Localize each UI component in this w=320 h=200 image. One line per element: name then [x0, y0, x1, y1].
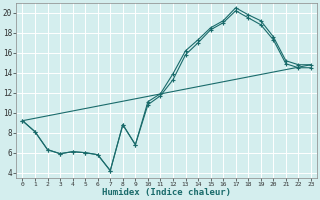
X-axis label: Humidex (Indice chaleur): Humidex (Indice chaleur) — [102, 188, 231, 197]
